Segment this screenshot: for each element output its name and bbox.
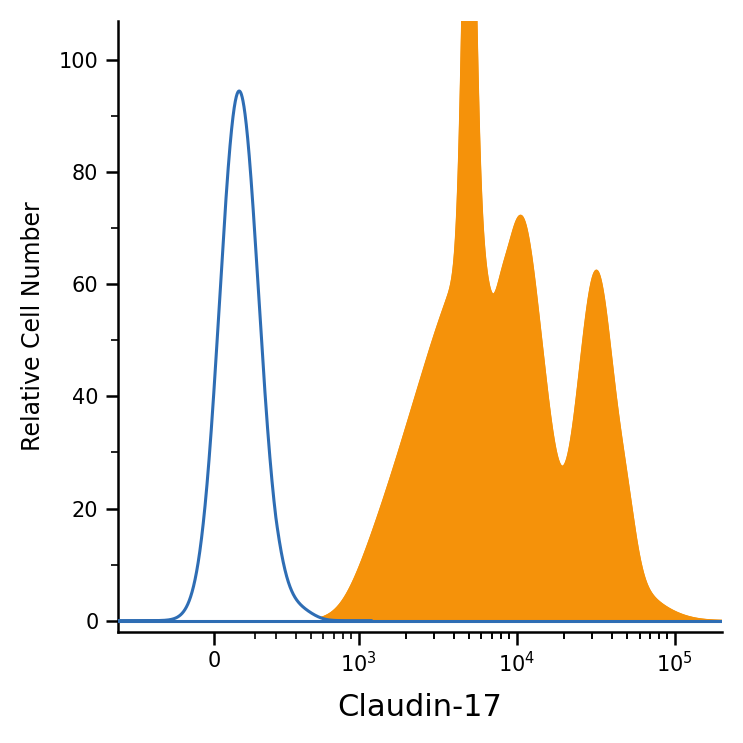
Y-axis label: Relative Cell Number: Relative Cell Number [21, 201, 45, 451]
X-axis label: Claudin-17: Claudin-17 [337, 693, 502, 722]
